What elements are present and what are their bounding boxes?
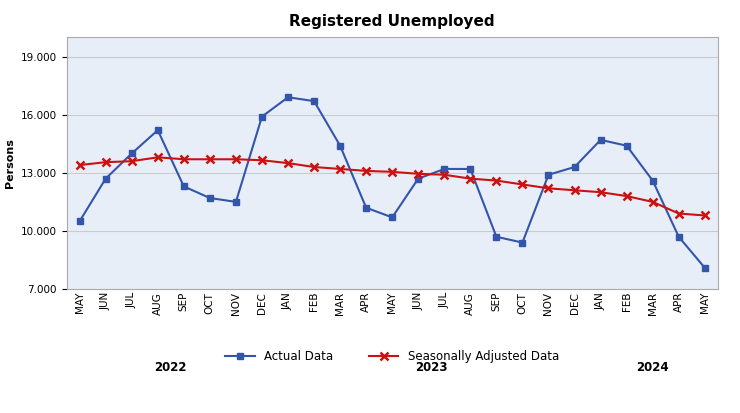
Actual Data bbox=[75, 219, 84, 224]
Line: Actual Data: Actual Data bbox=[76, 94, 708, 271]
Actual Data bbox=[153, 128, 162, 133]
Seasonally Adjusted Data bbox=[466, 176, 475, 181]
Actual Data bbox=[440, 166, 448, 171]
Seasonally Adjusted Data bbox=[309, 164, 318, 169]
Actual Data bbox=[336, 143, 345, 148]
Seasonally Adjusted Data bbox=[75, 163, 84, 168]
Actual Data bbox=[596, 138, 605, 142]
Seasonally Adjusted Data bbox=[414, 171, 423, 176]
Seasonally Adjusted Data bbox=[179, 157, 188, 162]
Line: Seasonally Adjusted Data: Seasonally Adjusted Data bbox=[75, 154, 709, 219]
Seasonally Adjusted Data bbox=[544, 186, 553, 191]
Seasonally Adjusted Data bbox=[362, 169, 371, 173]
Actual Data bbox=[258, 114, 266, 119]
Actual Data bbox=[283, 95, 292, 100]
Text: 2022: 2022 bbox=[155, 361, 187, 374]
Actual Data bbox=[544, 172, 553, 177]
Seasonally Adjusted Data bbox=[648, 199, 657, 204]
Seasonally Adjusted Data bbox=[674, 211, 683, 216]
Actual Data bbox=[101, 176, 110, 181]
Title: Registered Unemployed: Registered Unemployed bbox=[289, 14, 495, 29]
Seasonally Adjusted Data bbox=[570, 188, 579, 193]
Seasonally Adjusted Data bbox=[492, 178, 501, 183]
Seasonally Adjusted Data bbox=[518, 182, 527, 187]
Seasonally Adjusted Data bbox=[283, 161, 292, 166]
Actual Data bbox=[648, 178, 657, 183]
Actual Data bbox=[388, 215, 397, 220]
Actual Data bbox=[414, 176, 423, 181]
Legend: Actual Data, Seasonally Adjusted Data: Actual Data, Seasonally Adjusted Data bbox=[226, 350, 559, 363]
Actual Data bbox=[518, 240, 527, 245]
Actual Data bbox=[674, 234, 683, 239]
Seasonally Adjusted Data bbox=[388, 169, 397, 174]
Seasonally Adjusted Data bbox=[700, 213, 709, 218]
Actual Data bbox=[700, 265, 709, 270]
Seasonally Adjusted Data bbox=[622, 194, 631, 199]
Seasonally Adjusted Data bbox=[336, 166, 345, 171]
Actual Data bbox=[206, 195, 215, 200]
Text: 2023: 2023 bbox=[415, 361, 448, 374]
Seasonally Adjusted Data bbox=[596, 190, 605, 195]
Seasonally Adjusted Data bbox=[440, 172, 448, 177]
Seasonally Adjusted Data bbox=[258, 158, 266, 163]
Seasonally Adjusted Data bbox=[127, 159, 136, 164]
Actual Data bbox=[492, 234, 501, 239]
Actual Data bbox=[362, 205, 371, 210]
Actual Data bbox=[466, 166, 475, 171]
Y-axis label: Persons: Persons bbox=[5, 138, 16, 188]
Seasonally Adjusted Data bbox=[153, 155, 162, 160]
Actual Data bbox=[232, 199, 240, 204]
Actual Data bbox=[309, 99, 318, 104]
Seasonally Adjusted Data bbox=[206, 157, 215, 162]
Seasonally Adjusted Data bbox=[232, 157, 240, 162]
Text: 2024: 2024 bbox=[636, 361, 669, 374]
Seasonally Adjusted Data bbox=[101, 160, 110, 165]
Actual Data bbox=[570, 164, 579, 169]
Actual Data bbox=[127, 151, 136, 156]
Actual Data bbox=[622, 143, 631, 148]
Actual Data bbox=[179, 184, 188, 189]
